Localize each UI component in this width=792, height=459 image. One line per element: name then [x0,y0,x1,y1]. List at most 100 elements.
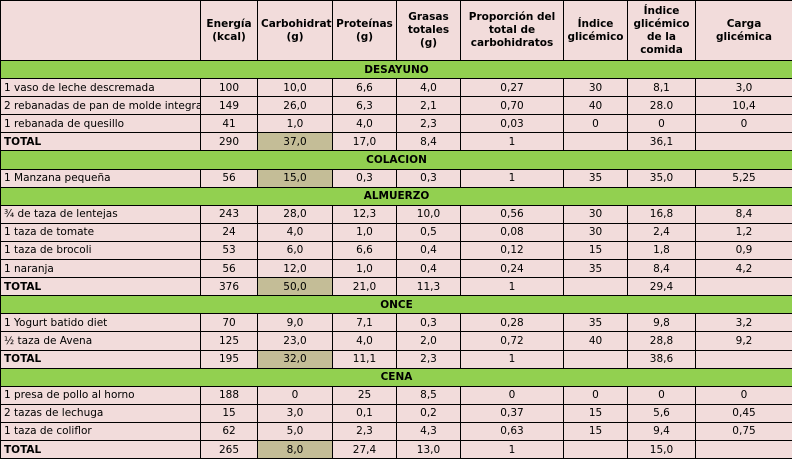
value-cell: 0,24 [461,260,564,278]
food-label: 1 Manzana pequeña [1,169,201,187]
food-label: TOTAL [1,278,201,296]
value-cell: 6,0 [258,241,333,259]
column-header: Proteínas (g) [333,1,397,61]
value-cell: 0,37 [461,404,564,422]
value-cell: 12,0 [258,260,333,278]
value-cell: 0 [696,386,792,404]
value-cell: 36,1 [628,133,696,151]
value-cell: 0,45 [696,404,792,422]
value-cell: 3,0 [258,404,333,422]
value-cell: 290 [201,133,258,151]
column-header: Índice glicémico [564,1,628,61]
value-cell: 5,25 [696,169,792,187]
value-cell: 38,6 [628,350,696,368]
food-label: 1 naranja [1,260,201,278]
value-cell: 62 [201,422,258,440]
value-cell: 1,0 [333,260,397,278]
section-title: COLACION [1,151,792,169]
value-cell: 4,0 [258,223,333,241]
value-cell: 4,0 [333,115,397,133]
value-cell: 1 [461,278,564,296]
value-cell: 13,0 [397,440,461,458]
value-cell: 10,4 [696,97,792,115]
value-cell: 8,4 [696,205,792,223]
value-cell: 0,72 [461,332,564,350]
value-cell: 2,3 [397,350,461,368]
food-label: TOTAL [1,440,201,458]
value-cell: 0 [461,386,564,404]
food-label: 1 vaso de leche descremada [1,79,201,97]
value-cell: 0 [258,386,333,404]
value-cell: 29,4 [628,278,696,296]
section-row: CENA [1,368,792,386]
value-cell: 4,3 [397,422,461,440]
section-title: ONCE [1,296,792,314]
column-header: Energía (kcal) [201,1,258,61]
food-label: 1 taza de coliflor [1,422,201,440]
value-cell: 1,0 [258,115,333,133]
value-cell: 27,4 [333,440,397,458]
value-cell: 0,12 [461,241,564,259]
section-row: DESAYUNO [1,61,792,79]
value-cell: 30 [564,205,628,223]
value-cell: 188 [201,386,258,404]
section-row: ALMUERZO [1,187,792,205]
value-cell: 30 [564,223,628,241]
value-cell: 12,3 [333,205,397,223]
value-cell: 15,0 [258,169,333,187]
value-cell: 9,0 [258,314,333,332]
value-cell: 24 [201,223,258,241]
value-cell: 10,0 [397,205,461,223]
value-cell: 0,27 [461,79,564,97]
value-cell: 1,8 [628,241,696,259]
value-cell: 0,1 [333,404,397,422]
value-cell [564,350,628,368]
food-label: 1 taza de brocoli [1,241,201,259]
value-cell: 28,8 [628,332,696,350]
value-cell: 0,08 [461,223,564,241]
value-cell [696,350,792,368]
value-cell: 0,5 [397,223,461,241]
value-cell: 0 [628,115,696,133]
value-cell: 0,4 [397,241,461,259]
value-cell: 243 [201,205,258,223]
value-cell: 3,2 [696,314,792,332]
value-cell: 50,0 [258,278,333,296]
value-cell [564,440,628,458]
column-header: Índice glicémico de la comida [628,1,696,61]
value-cell [564,278,628,296]
value-cell: 5,0 [258,422,333,440]
food-label: 1 taza de tomate [1,223,201,241]
section-title: CENA [1,368,792,386]
value-cell: 16,8 [628,205,696,223]
column-header: Proporción del total de carbohidratos [461,1,564,61]
value-cell: 70 [201,314,258,332]
value-cell: 1 [461,169,564,187]
value-cell: 1,0 [333,223,397,241]
value-cell: 25 [333,386,397,404]
value-cell: 0,4 [397,260,461,278]
section-title: ALMUERZO [1,187,792,205]
value-cell: 125 [201,332,258,350]
food-label: 1 rebanada de quesillo [1,115,201,133]
value-cell: 376 [201,278,258,296]
food-label: ½ taza de Avena [1,332,201,350]
value-cell: 6,3 [333,97,397,115]
value-cell: 0,63 [461,422,564,440]
value-cell: 0 [564,115,628,133]
value-cell: 149 [201,97,258,115]
value-cell: 4,2 [696,260,792,278]
value-cell: 26,0 [258,97,333,115]
value-cell: 56 [201,260,258,278]
